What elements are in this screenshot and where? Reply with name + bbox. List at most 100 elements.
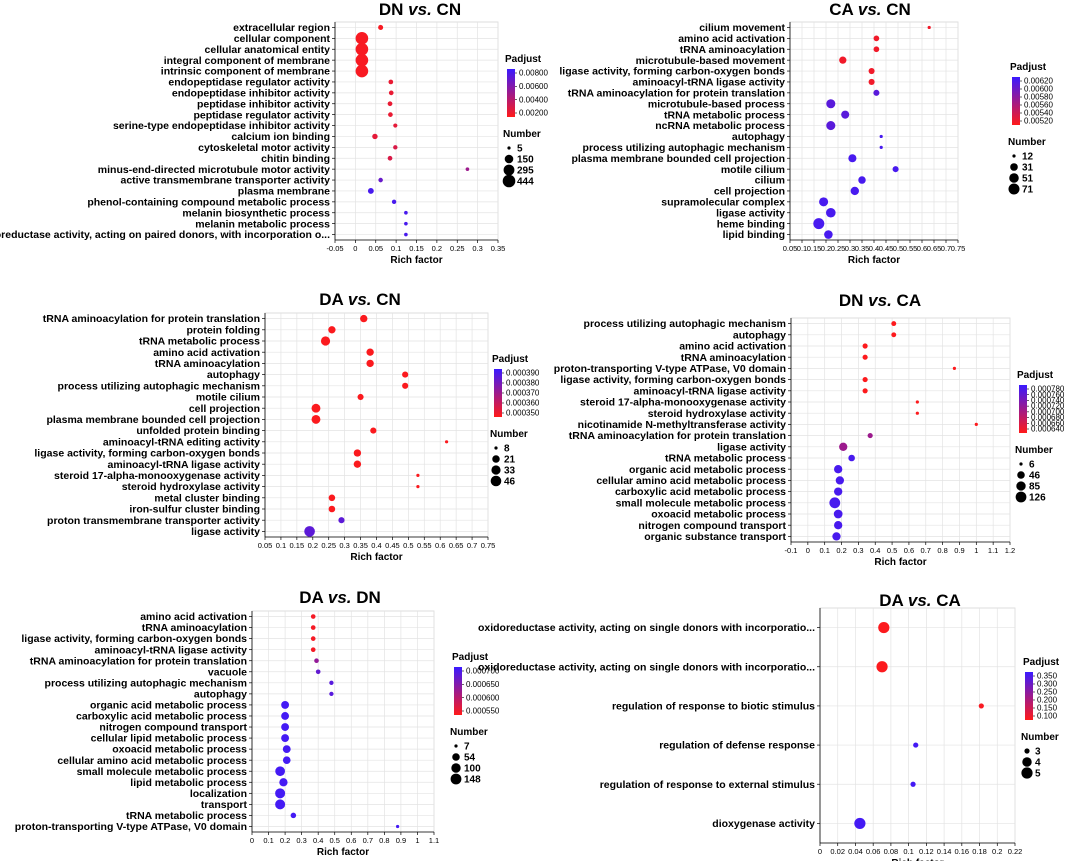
data-point — [834, 487, 843, 496]
title-left: DN — [379, 0, 408, 19]
data-point — [355, 42, 369, 56]
size-legend-label: 12 — [1022, 152, 1034, 163]
category-label: autophagy — [733, 329, 786, 341]
data-point — [378, 24, 384, 30]
data-point — [891, 321, 897, 327]
x-axis-title: Rich factor — [317, 847, 369, 858]
size-legend-label: 85 — [1029, 482, 1041, 493]
padjust-tick-label: 0.000640 — [1031, 425, 1065, 434]
data-point — [311, 403, 321, 413]
number-legend-title: Number — [1021, 732, 1059, 743]
x-tick-label: 0.65 — [449, 541, 464, 550]
category-label: small molecule metabolic process — [77, 766, 248, 778]
x-axis-title: Rich factor — [350, 552, 402, 563]
size-legend-dot — [494, 446, 498, 450]
data-point — [355, 32, 369, 45]
data-point — [825, 207, 836, 218]
data-point — [320, 336, 331, 346]
x-tick-label: 0.75 — [951, 244, 966, 253]
category-label: proton-transporting V-type ATPase, V0 do… — [554, 363, 786, 375]
x-tick-label: 0.3 — [296, 836, 306, 845]
category-label: amino acid activation — [140, 611, 247, 623]
x-tick-label: 0.06 — [866, 847, 881, 856]
category-label: oxoacid metabolic process — [112, 744, 247, 756]
category-label: peptidase regulator activity — [193, 109, 330, 121]
panel-5: DA vs. DN 0 0.1 0.2 0.3 0.4 0.5 0.6 0.7 0.8 0.9 1 1.… — [15, 588, 500, 858]
x-tick-label: 0.15 — [807, 244, 822, 253]
size-legend-dot — [1016, 481, 1026, 491]
size-legend-dot — [1021, 767, 1033, 779]
x-tick-label: 0.7 — [467, 541, 477, 550]
data-point — [387, 155, 393, 161]
x-tick-label: 0.7 — [941, 244, 951, 253]
size-legend-label: 444 — [517, 177, 534, 188]
size-legend-label: 148 — [464, 775, 481, 786]
size-legend-label: 4 — [1035, 758, 1041, 769]
category-label: extracellular region — [233, 22, 330, 34]
data-point — [282, 745, 291, 754]
number-legend-title: Number — [450, 727, 488, 738]
padjust-tick-label: 0.000660 — [1031, 419, 1065, 428]
data-point — [281, 712, 290, 720]
title-vs: vs. — [858, 0, 882, 19]
category-label: cellular amino acid metabolic process — [596, 475, 786, 487]
x-axis-title: Rich factor — [848, 255, 900, 266]
number-legend-title: Number — [1015, 445, 1053, 456]
x-tick-label: 0.45 — [385, 541, 400, 550]
data-point — [832, 532, 841, 541]
data-point — [850, 186, 859, 196]
padjust-tick-label: 0.000700 — [1031, 407, 1065, 416]
category-label: organic acid metabolic process — [90, 700, 247, 712]
data-point — [281, 734, 290, 743]
panel-title: DN vs. CN — [379, 0, 461, 19]
category-label: ligase activity — [717, 441, 786, 453]
data-point — [952, 366, 957, 370]
category-label: aminoacyl-tRNA ligase activity — [634, 385, 787, 397]
size-legend-dot — [1012, 154, 1016, 158]
category-label: iron-sulfur cluster binding — [129, 504, 260, 516]
category-label: unfolded protein binding — [136, 425, 260, 437]
category-label: tRNA aminoacylation — [681, 352, 786, 364]
size-legend-label: 51 — [1022, 174, 1034, 185]
title-left: DN — [839, 291, 868, 310]
data-point — [281, 723, 290, 731]
category-label: active transmembrane transporter activit… — [120, 175, 330, 187]
padjust-tick-label: 0.000360 — [506, 399, 540, 408]
padjust-tick-label: 0.00580 — [1024, 93, 1053, 102]
data-point — [862, 388, 868, 394]
size-legend-dot — [454, 744, 458, 748]
size-legend-dot — [503, 164, 515, 176]
padjust-tick-label: 0.000600 — [466, 693, 500, 702]
padjust-tick-label: 0.000370 — [506, 389, 540, 398]
size-legend-label: 6 — [1029, 460, 1035, 471]
padjust-tick-label: 0.00800 — [519, 69, 548, 78]
title-left: DA — [879, 591, 908, 610]
panel-title: DN vs. CA — [839, 291, 921, 310]
category-label: amino acid activation — [153, 347, 260, 359]
x-tick-label: 0.5 — [403, 541, 413, 550]
category-label: cellular anatomical entity — [205, 44, 331, 56]
size-legend-label: 21 — [504, 455, 516, 466]
x-tick-label: 0.7 — [363, 836, 373, 845]
size-legend-dot — [1022, 757, 1032, 767]
data-point — [862, 377, 868, 383]
panel-3: DA vs. CN 0.05 0.1 0.15 0.2 0.25 0.3 0.35 0.4 0.4… — [34, 290, 540, 563]
size-legend-dot — [1009, 173, 1019, 183]
category-label: vacuole — [208, 666, 247, 678]
data-point — [873, 35, 880, 42]
x-tick-label: 0.1 — [797, 244, 807, 253]
padjust-tick-label: 0.000720 — [1031, 402, 1065, 411]
category-label: protein folding — [187, 324, 261, 336]
x-tick-label: 0 — [250, 836, 254, 845]
x-tick-label: 0 — [806, 546, 810, 555]
size-legend-dot — [492, 455, 500, 463]
x-tick-label: 0.16 — [955, 847, 970, 856]
category-label: plasma membrane — [238, 186, 330, 198]
padjust-legend-title: Padjust — [452, 652, 489, 663]
x-tick-label: 0.5 — [893, 244, 903, 253]
category-label: autophagy — [207, 369, 260, 381]
x-tick-label: 0.05 — [783, 244, 798, 253]
category-label: lipid binding — [723, 229, 785, 241]
category-label: lipid metabolic process — [130, 777, 247, 789]
x-tick-label: -0.05 — [326, 244, 343, 253]
